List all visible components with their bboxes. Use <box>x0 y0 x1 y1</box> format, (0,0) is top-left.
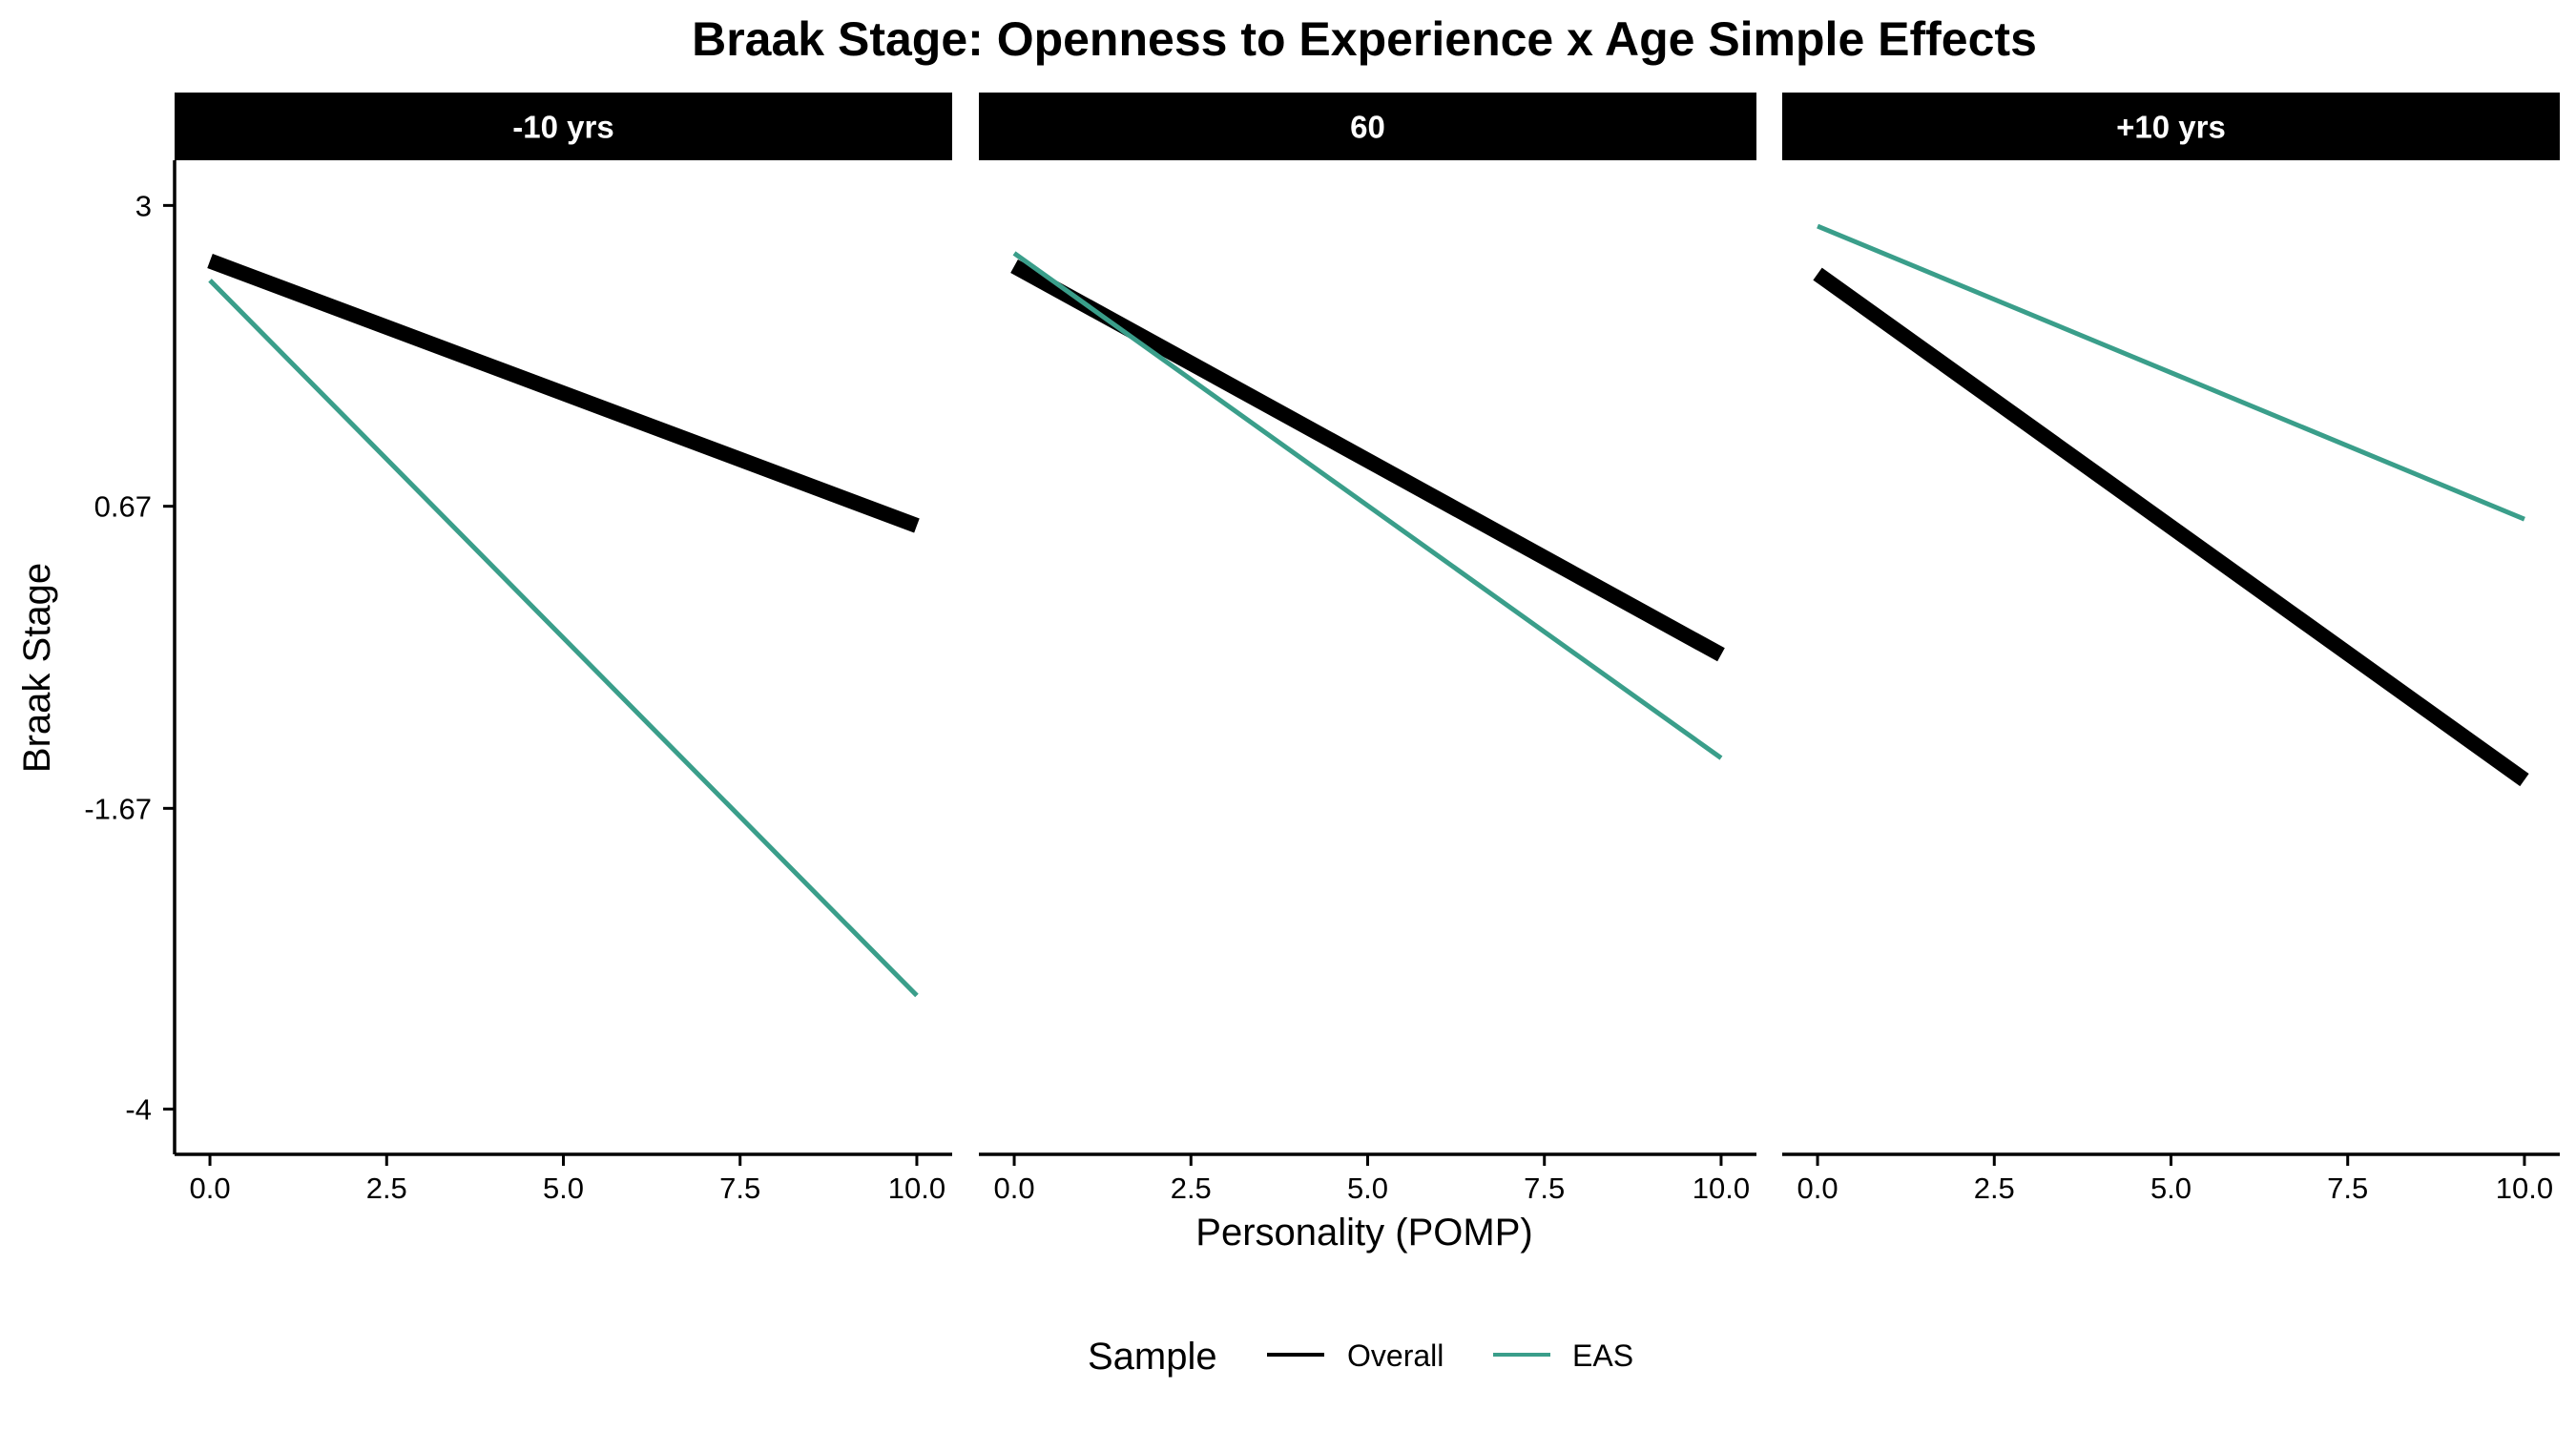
x-tick-label-2-4: 10.0 <box>2496 1172 2553 1205</box>
facet-strip-label-1: 60 <box>1350 110 1385 145</box>
series-line-eas-0 <box>208 279 919 998</box>
facet-panel-0: -10 yrs 0.0 2.5 5.0 7.5 10.0 <box>175 93 952 1205</box>
series-line-overall-0 <box>207 254 920 533</box>
x-tick-label-0-2: 5.0 <box>543 1172 584 1205</box>
series-line-overall-1 <box>1010 259 1725 662</box>
x-tick-label-0-3: 7.5 <box>719 1172 760 1205</box>
x-tick-label-1-0: 0.0 <box>993 1172 1034 1205</box>
y-tick-label-3: -4 <box>125 1093 152 1127</box>
x-tick-label-2-0: 0.0 <box>1797 1172 1838 1205</box>
x-tick-label-2-2: 5.0 <box>2150 1172 2192 1205</box>
facet-strip-0 <box>175 93 952 160</box>
series-line-overall-2 <box>1813 267 2529 787</box>
y-axis-title: Braak Stage <box>16 563 58 773</box>
x-tick-label-0-1: 2.5 <box>366 1172 407 1205</box>
x-tick-label-1-2: 5.0 <box>1347 1172 1388 1205</box>
series-line-eas-2 <box>1817 223 2525 522</box>
chart-title: Braak Stage: Openness to Experience x Ag… <box>692 12 2037 66</box>
facet-strip-2 <box>1782 93 2560 160</box>
facet-strip-label-2: +10 yrs <box>2116 110 2226 145</box>
facet-strip-label-0: -10 yrs <box>512 110 613 145</box>
facet-strip-1 <box>979 93 1756 160</box>
y-tick-label-0: 3 <box>135 189 152 222</box>
facet-panel-2: +10 yrs 0.0 2.5 5.0 7.5 10.0 <box>1782 93 2560 1205</box>
legend-label-eas: EAS <box>1572 1338 1633 1373</box>
x-tick-label-1-1: 2.5 <box>1171 1172 1212 1205</box>
x-tick-label-0-4: 10.0 <box>888 1172 945 1205</box>
x-axis-title: Personality (POMP) <box>1195 1212 1532 1254</box>
legend-title: Sample <box>1088 1336 1217 1378</box>
y-tick-label-2: -1.67 <box>84 792 152 825</box>
x-tick-label-2-1: 2.5 <box>1974 1172 2015 1205</box>
y-tick-label-1: 0.67 <box>94 490 152 524</box>
legend: Sample Overall EAS <box>1088 1336 1633 1378</box>
x-tick-label-1-3: 7.5 <box>1524 1172 1565 1205</box>
legend-label-overall: Overall <box>1347 1338 1444 1373</box>
series-line-eas-1 <box>1012 251 1723 760</box>
y-axis: 3 0.67 -1.67 -4 <box>84 160 177 1154</box>
facet-panel-1: 60 0.0 2.5 5.0 7.5 10.0 <box>979 93 1756 1205</box>
x-tick-label-0-0: 0.0 <box>189 1172 230 1205</box>
x-tick-label-1-4: 10.0 <box>1693 1172 1750 1205</box>
facet-panels: -10 yrs 0.0 2.5 5.0 7.5 10.0 60 0.0 2.5 5.0 7.5 10.… <box>175 93 2560 1205</box>
x-tick-label-2-3: 7.5 <box>2327 1172 2368 1205</box>
